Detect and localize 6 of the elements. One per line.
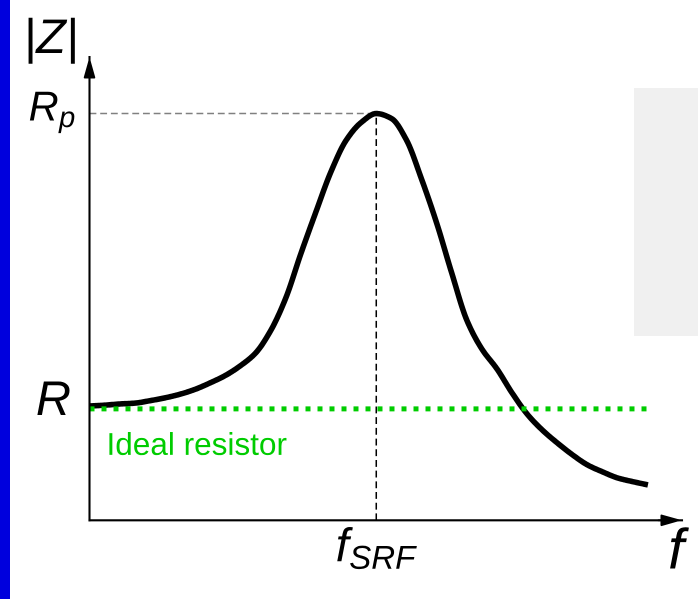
text: f$_{SRF}$	[337, 527, 417, 570]
ref-line-label: R$_{p}$	[30, 92, 74, 134]
series-label: Ideal resistor	[109, 432, 286, 456]
text: R	[37, 382, 70, 415]
y-axis-title: |Z|	[28, 18, 75, 64]
x-axis-title: f	[670, 527, 689, 569]
